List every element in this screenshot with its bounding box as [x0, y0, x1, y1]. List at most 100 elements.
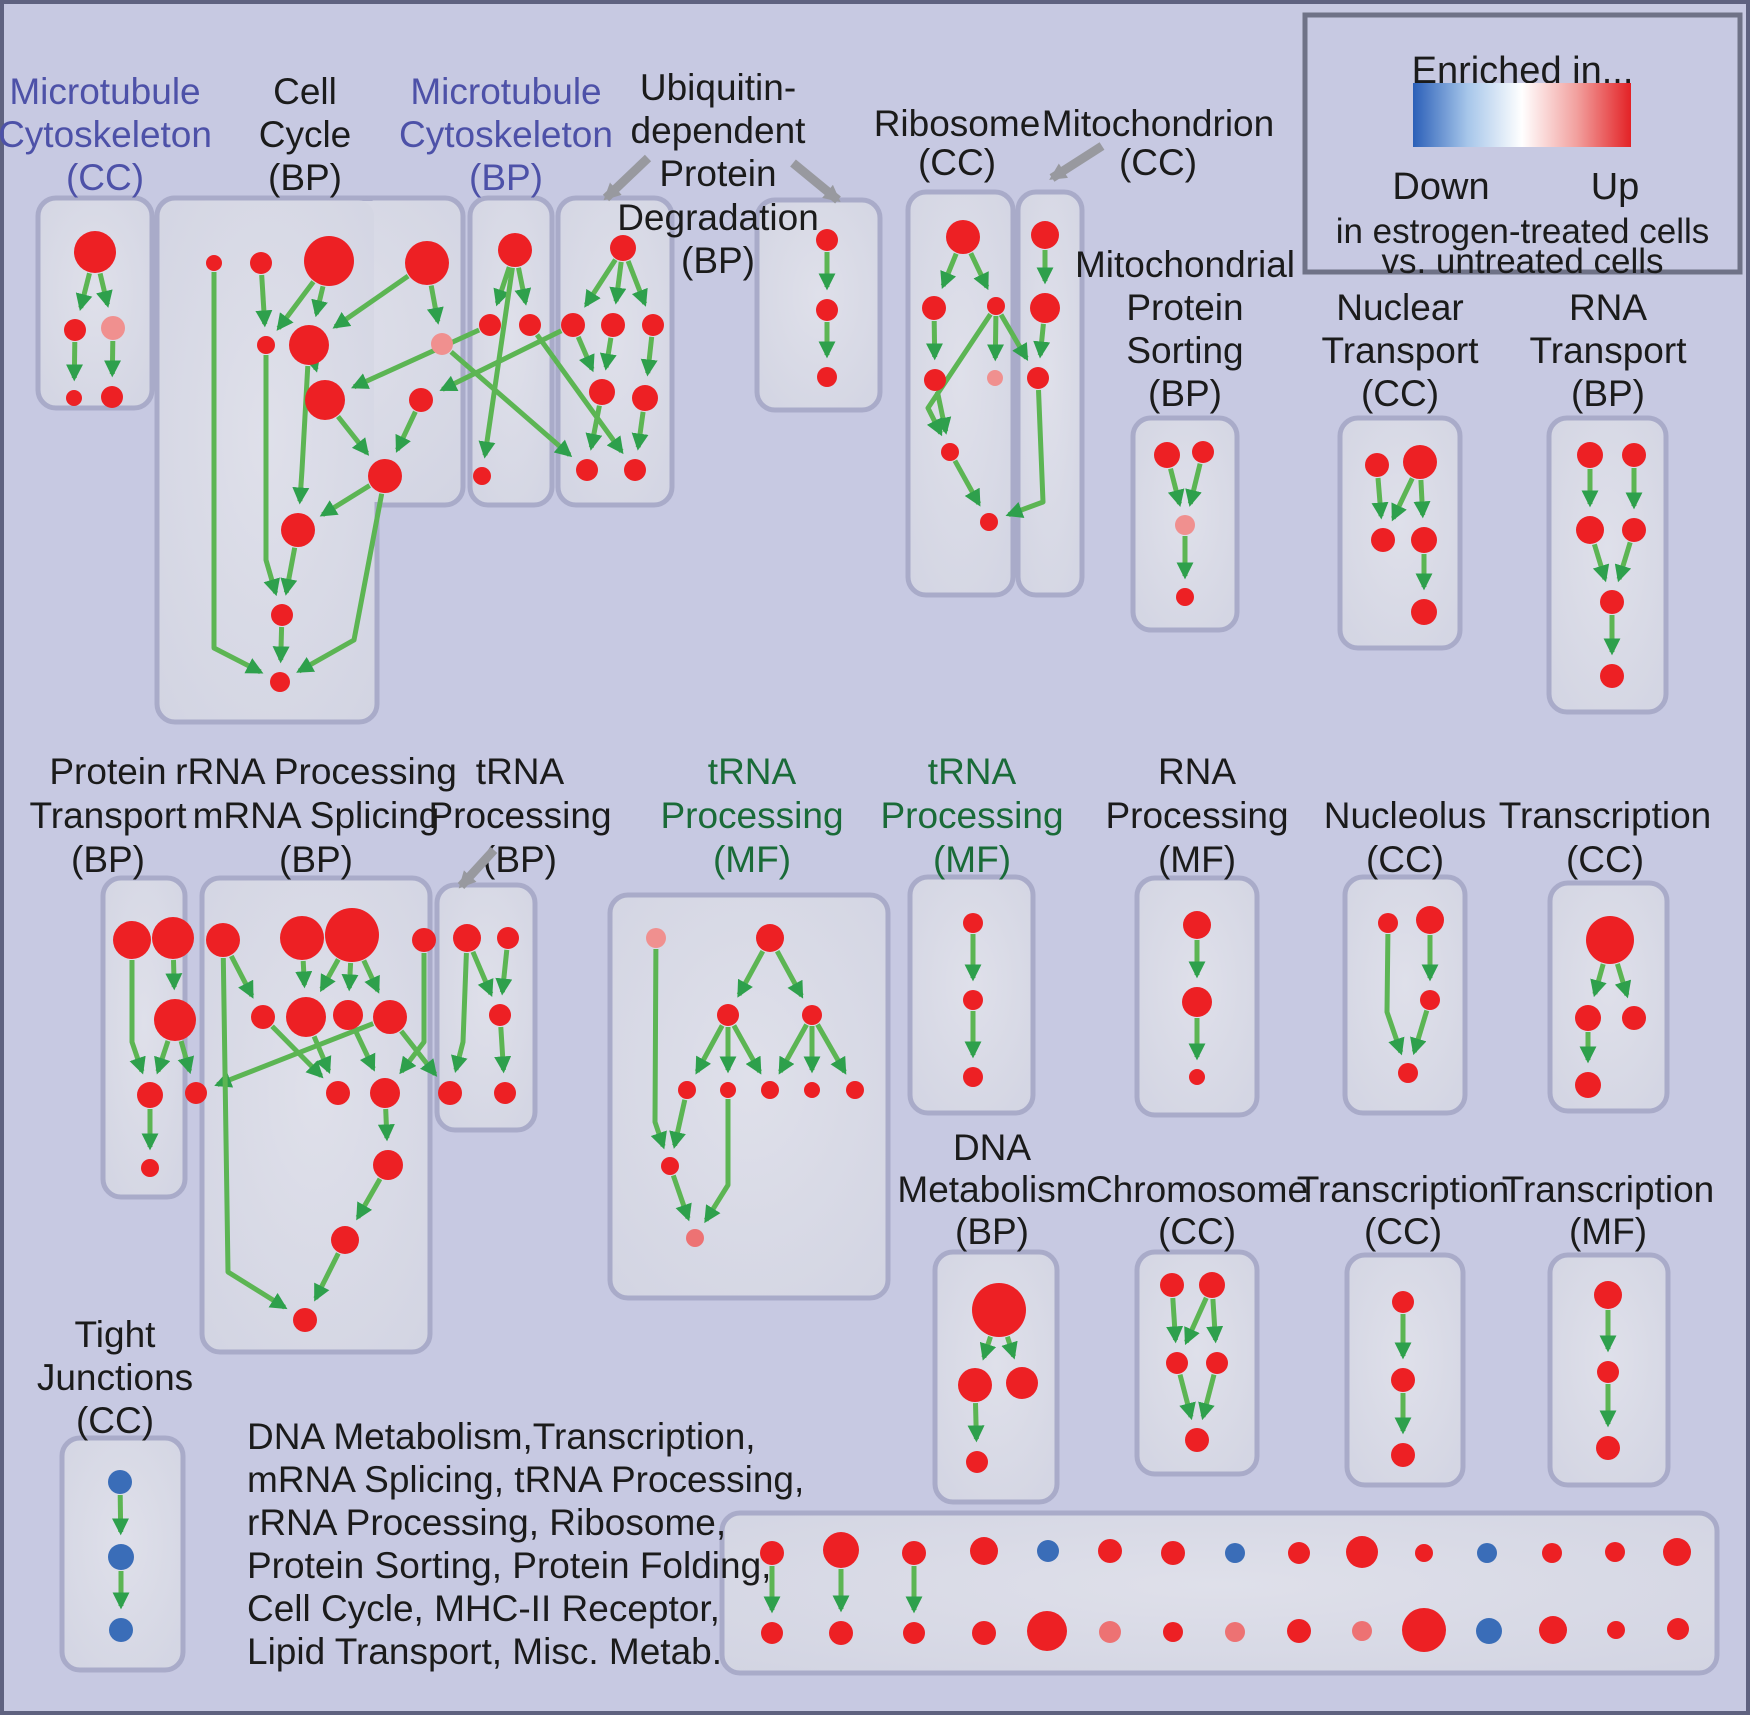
edge-N1-N4 [1384, 933, 1405, 1056]
edge-R6-R9 [311, 1035, 332, 1075]
edge-T3-T5 [494, 1026, 512, 1074]
cluster-labels: MicrotubuleCytoskeleton(CC)CellCycle(BP)… [0, 67, 1714, 1441]
node-c1-red [206, 255, 222, 271]
edge-c11-c12 [280, 547, 298, 596]
node-n5-red [1411, 599, 1437, 625]
misc-category-text-line-3: Protein Sorting, Protein Folding, [247, 1545, 771, 1586]
node-s4-red [1176, 588, 1194, 606]
cluster-label-nuclear-transport-cc-line-2: (CC) [1361, 373, 1439, 414]
cluster-label-rna-transport-bp-line-1: Transport [1530, 330, 1688, 371]
edge-t3-t5 [1592, 543, 1610, 583]
node-n4-red [1411, 527, 1437, 553]
edge-b1-b3 [514, 267, 532, 306]
node-sb9-red [1287, 1619, 1311, 1643]
cluster-label-trna-processing-mf-small-line-2: (MF) [933, 839, 1011, 880]
edge-R8-T4 [399, 1029, 438, 1077]
node-D1-red [972, 1283, 1026, 1337]
node-Y3-red [1391, 1443, 1415, 1467]
misc-category-text-line-2: rRNA Processing, Ribosome, [247, 1502, 726, 1543]
edge-n2-n3 [1391, 477, 1415, 522]
node-C3-red [1166, 1352, 1188, 1374]
legend-up-label: Up [1591, 166, 1640, 208]
node-sb6-pink2 [1099, 1621, 1121, 1643]
cluster-label-microtubule-cytoskeleton-cc-line-1: Cytoskeleton [0, 114, 212, 155]
node-m2-red [64, 319, 86, 341]
node-M3-red [1027, 367, 1049, 389]
legend-gradient-bar [1413, 83, 1631, 147]
node-g8-red [804, 1082, 820, 1098]
node-s2-red [1192, 441, 1214, 463]
edge-c5-c12 [263, 355, 280, 597]
cluster-box-rrna-processing-mrna-splicing [199, 875, 433, 1355]
cluster-label-trna-processing-mf-small-line-0: tRNA [928, 751, 1017, 792]
cluster-label-protein-transport-bp-line-2: (BP) [71, 839, 145, 880]
cluster-label-cell-cycle-line-0: Cell [273, 71, 337, 112]
edge-p3-p5 [177, 1040, 195, 1075]
node-v1-red [963, 913, 983, 933]
edge-m2-m4 [65, 341, 83, 382]
edge-c12-c13 [272, 626, 290, 664]
cluster-label-ubiquitin-dependent-protein-degradation-line-4: (BP) [681, 240, 755, 281]
node-sa9-red [1288, 1542, 1310, 1564]
cluster-label-trna-processing-mf-large-line-0: tRNA [708, 751, 797, 792]
node-c13-red [270, 672, 290, 692]
node-D3-red [1006, 1367, 1038, 1399]
misc-category-text-line-5: Lipid Transport, Misc. Metab. [247, 1631, 722, 1672]
edge-X1-X2 [1590, 963, 1607, 998]
node-sa10-red [1346, 1536, 1378, 1568]
node-J2-blue [108, 1544, 134, 1570]
node-c10-red [368, 459, 402, 493]
edge-R8-p5 [214, 1021, 375, 1088]
node-T3-red [489, 1004, 511, 1026]
node-g2-red [756, 924, 784, 952]
node-T5-red [494, 1082, 516, 1104]
edge-m1-m3 [96, 272, 113, 308]
node-sa4-red [970, 1537, 998, 1565]
node-c3-red [304, 236, 354, 286]
edge-R2-R6 [295, 960, 313, 989]
cluster-label-microtubule-cytoskeleton-bp-line-2: (BP) [469, 157, 543, 198]
network-nodes [64, 220, 1691, 1652]
edge-C1-C3 [1166, 1297, 1184, 1344]
edge-u5-u7 [585, 405, 603, 451]
edge-g5-g10 [669, 1099, 688, 1149]
node-sa11-red [1415, 1544, 1433, 1562]
label-pointer-arrow-2 [1049, 142, 1105, 182]
node-N3-red [1420, 990, 1440, 1010]
edge-c2-c5 [255, 274, 273, 328]
label-pointer-arrow-3 [457, 846, 498, 890]
edge-c8-c10 [336, 414, 370, 456]
label-pointer-arrow-1 [790, 159, 841, 204]
node-X4-red [1575, 1072, 1601, 1098]
node-q1-red [1183, 911, 1211, 939]
misc-category-text-line-4: Cell Cycle, MHC-II Receptor, [247, 1588, 720, 1629]
edge-R3-R8 [361, 959, 381, 994]
edge-b1-b2 [493, 266, 512, 307]
cluster-label-trna-processing-mf-small-line-1: Processing [880, 795, 1063, 836]
node-m3-pink [101, 316, 125, 340]
edge-M3-r7 [1005, 389, 1046, 518]
edge-T1-T3 [470, 950, 494, 998]
node-sa2-red [823, 1532, 859, 1568]
cluster-label-protein-transport-bp-line-0: Protein [49, 751, 166, 792]
node-T4-red [438, 1081, 462, 1105]
edge-c3-c5 [276, 280, 316, 331]
cluster-label-rna-processing-mf-line-0: RNA [1158, 751, 1236, 792]
cluster-label-tight-junctions-cc-line-2: (CC) [76, 1400, 154, 1441]
node-r6-red [941, 443, 959, 461]
edge-g4-g9 [815, 1023, 847, 1075]
node-sa13-red [1542, 1543, 1562, 1563]
node-t3-red [1576, 516, 1604, 544]
edge-r3-r6 [925, 312, 993, 437]
node-sa15-red [1663, 1538, 1691, 1566]
node-g11-pink2 [686, 1229, 704, 1247]
edge-r3-M3 [998, 313, 1029, 362]
node-p5-red [185, 1082, 207, 1104]
node-c7-pink [431, 333, 453, 355]
edge-r2-r4 [926, 320, 944, 361]
node-n1-red [1365, 453, 1389, 477]
node-r1-red [946, 220, 980, 254]
node-c9-red [409, 388, 433, 412]
